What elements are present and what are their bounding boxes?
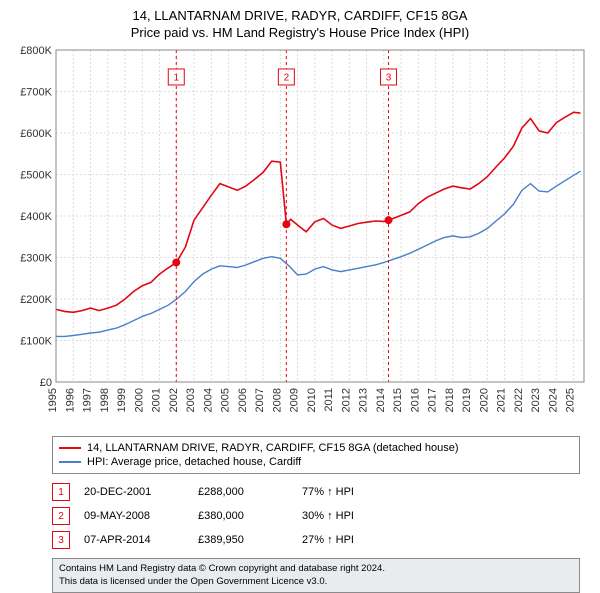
event-marker: 1 <box>52 483 70 501</box>
event-row: 1 20-DEC-2001 £288,000 77% ↑ HPI <box>52 480 580 504</box>
event-row: 2 09-MAY-2008 £380,000 30% ↑ HPI <box>52 504 580 528</box>
event-date: 20-DEC-2001 <box>84 486 184 498</box>
svg-text:2014: 2014 <box>375 388 387 412</box>
legend-swatch <box>59 447 81 449</box>
page-subtitle: Price paid vs. HM Land Registry's House … <box>10 25 590 40</box>
svg-text:£700K: £700K <box>20 87 52 99</box>
svg-text:2000: 2000 <box>133 388 145 412</box>
svg-text:2: 2 <box>284 73 290 84</box>
event-price: £380,000 <box>198 510 288 522</box>
svg-text:2007: 2007 <box>254 388 266 412</box>
svg-text:2001: 2001 <box>151 388 163 412</box>
svg-text:2023: 2023 <box>530 388 542 412</box>
legend-label: 14, LLANTARNAM DRIVE, RADYR, CARDIFF, CF… <box>87 442 458 454</box>
event-row: 3 07-APR-2014 £389,950 27% ↑ HPI <box>52 528 580 552</box>
svg-text:2019: 2019 <box>461 388 473 412</box>
svg-text:2003: 2003 <box>185 388 197 412</box>
svg-text:2008: 2008 <box>271 388 283 412</box>
events-table: 1 20-DEC-2001 £288,000 77% ↑ HPI 2 09-MAY-200… <box>52 480 580 552</box>
svg-text:£0: £0 <box>40 377 52 389</box>
svg-text:1999: 1999 <box>116 388 128 412</box>
svg-text:1996: 1996 <box>64 388 76 412</box>
page-title: 14, LLANTARNAM DRIVE, RADYR, CARDIFF, CF… <box>10 8 590 24</box>
svg-text:1998: 1998 <box>99 388 111 412</box>
svg-text:£600K: £600K <box>20 128 52 140</box>
svg-text:£300K: £300K <box>20 253 52 265</box>
svg-text:2025: 2025 <box>565 388 577 412</box>
legend-label: HPI: Average price, detached house, Card… <box>87 456 301 468</box>
svg-text:1995: 1995 <box>47 388 59 412</box>
svg-text:£200K: £200K <box>20 294 52 306</box>
svg-text:2020: 2020 <box>478 388 490 412</box>
event-price: £288,000 <box>198 486 288 498</box>
footer-line-1: Contains HM Land Registry data © Crown c… <box>59 563 573 575</box>
event-date: 09-MAY-2008 <box>84 510 184 522</box>
event-delta: 77% ↑ HPI <box>302 486 402 498</box>
svg-text:£500K: £500K <box>20 170 52 182</box>
event-marker: 2 <box>52 507 70 525</box>
svg-text:2022: 2022 <box>513 388 525 412</box>
legend-swatch <box>59 461 81 463</box>
svg-text:2010: 2010 <box>306 388 318 412</box>
svg-text:2005: 2005 <box>220 388 232 412</box>
svg-text:2011: 2011 <box>323 388 335 412</box>
svg-text:1: 1 <box>173 73 179 84</box>
event-delta: 27% ↑ HPI <box>302 534 402 546</box>
footer-note: Contains HM Land Registry data © Crown c… <box>52 558 580 593</box>
svg-text:2021: 2021 <box>496 388 508 412</box>
legend: 14, LLANTARNAM DRIVE, RADYR, CARDIFF, CF… <box>52 436 580 474</box>
svg-text:2006: 2006 <box>237 388 249 412</box>
svg-text:1997: 1997 <box>82 388 94 412</box>
svg-text:2012: 2012 <box>340 388 352 412</box>
event-date: 07-APR-2014 <box>84 534 184 546</box>
svg-text:3: 3 <box>386 73 392 84</box>
footer-line-2: This data is licensed under the Open Gov… <box>59 576 573 588</box>
svg-text:2018: 2018 <box>444 388 456 412</box>
svg-text:2015: 2015 <box>392 388 404 412</box>
event-price: £389,950 <box>198 534 288 546</box>
event-delta: 30% ↑ HPI <box>302 510 402 522</box>
svg-text:£100K: £100K <box>20 336 52 348</box>
svg-text:2024: 2024 <box>547 388 559 412</box>
svg-text:2013: 2013 <box>358 388 370 412</box>
event-marker: 3 <box>52 531 70 549</box>
svg-text:£400K: £400K <box>20 211 52 223</box>
svg-text:2017: 2017 <box>427 388 439 412</box>
legend-item: HPI: Average price, detached house, Card… <box>59 455 573 469</box>
svg-text:£800K: £800K <box>20 46 52 57</box>
svg-text:2004: 2004 <box>202 388 214 412</box>
svg-text:2016: 2016 <box>409 388 421 412</box>
legend-item: 14, LLANTARNAM DRIVE, RADYR, CARDIFF, CF… <box>59 441 573 455</box>
chart: £0 £100K £200K £300K £400K £500K £600K £700K £80… <box>10 46 590 428</box>
svg-text:2009: 2009 <box>289 388 301 412</box>
svg-text:2002: 2002 <box>168 388 180 412</box>
